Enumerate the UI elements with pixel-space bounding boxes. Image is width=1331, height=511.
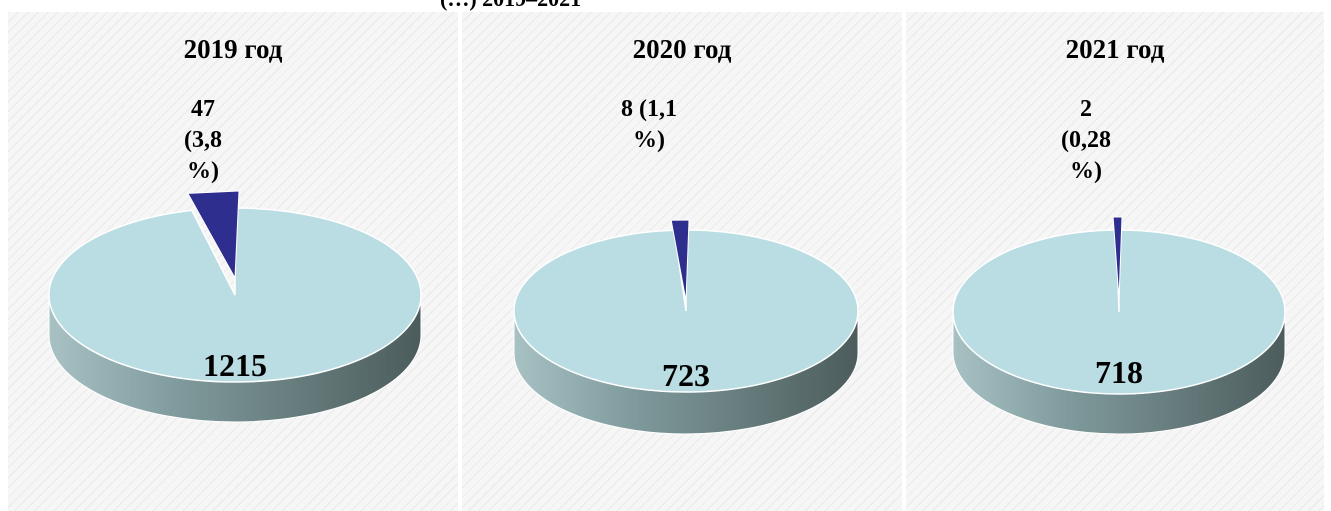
pie-chart-svg [952,216,1286,435]
minor-slice-label-line: 47 [191,96,215,122]
pie-slice-minor [670,219,690,302]
pie-slice-major [952,229,1286,395]
major-slice-label: 1215 [203,347,267,383]
pie-slice-minor [1112,216,1123,300]
minor-slice-label-line: (3,8 [184,127,222,153]
cut-off-heading-text: (…) 2019–2021 [440,0,581,11]
pie-slice-major [513,229,859,393]
major-slice-label: 718 [1095,354,1143,390]
minor-slice-label: 2 (0,28%) [1051,94,1121,187]
major-slice-label: 723 [662,357,710,393]
minor-slice-label-line: %) [1070,158,1102,184]
pie-slice-major [48,207,422,383]
minor-slice-label-line: 2 [1080,96,1092,122]
minor-slice-label: 8 (1,1%) [604,94,694,156]
chart-panel-2021: 2021 год 2 (0,28%) 718 [906,12,1324,511]
chart-panel-2019: 2019 год 47 (3,8%) 1215 [8,12,458,511]
chart-title: 2019 год [183,34,283,64]
pie-chart-svg [513,219,859,435]
minor-slice-label-line: %) [187,158,219,184]
pie-chart-svg [48,190,422,423]
pie-slice-minor [187,190,240,280]
chart-title: 2021 год [1065,34,1165,64]
minor-slice-label-line: (0,28 [1061,127,1111,153]
cut-off-heading: (…) 2019–2021 [0,0,1331,11]
minor-slice-label: 47 (3,8%) [168,94,238,187]
minor-slice-label-line: %) [633,127,665,153]
chart-title: 2020 год [632,34,732,64]
chart-panel-2020: 2020 год 8 (1,1%) 723 [462,12,902,511]
minor-slice-label-line: 8 (1,1 [621,96,677,122]
